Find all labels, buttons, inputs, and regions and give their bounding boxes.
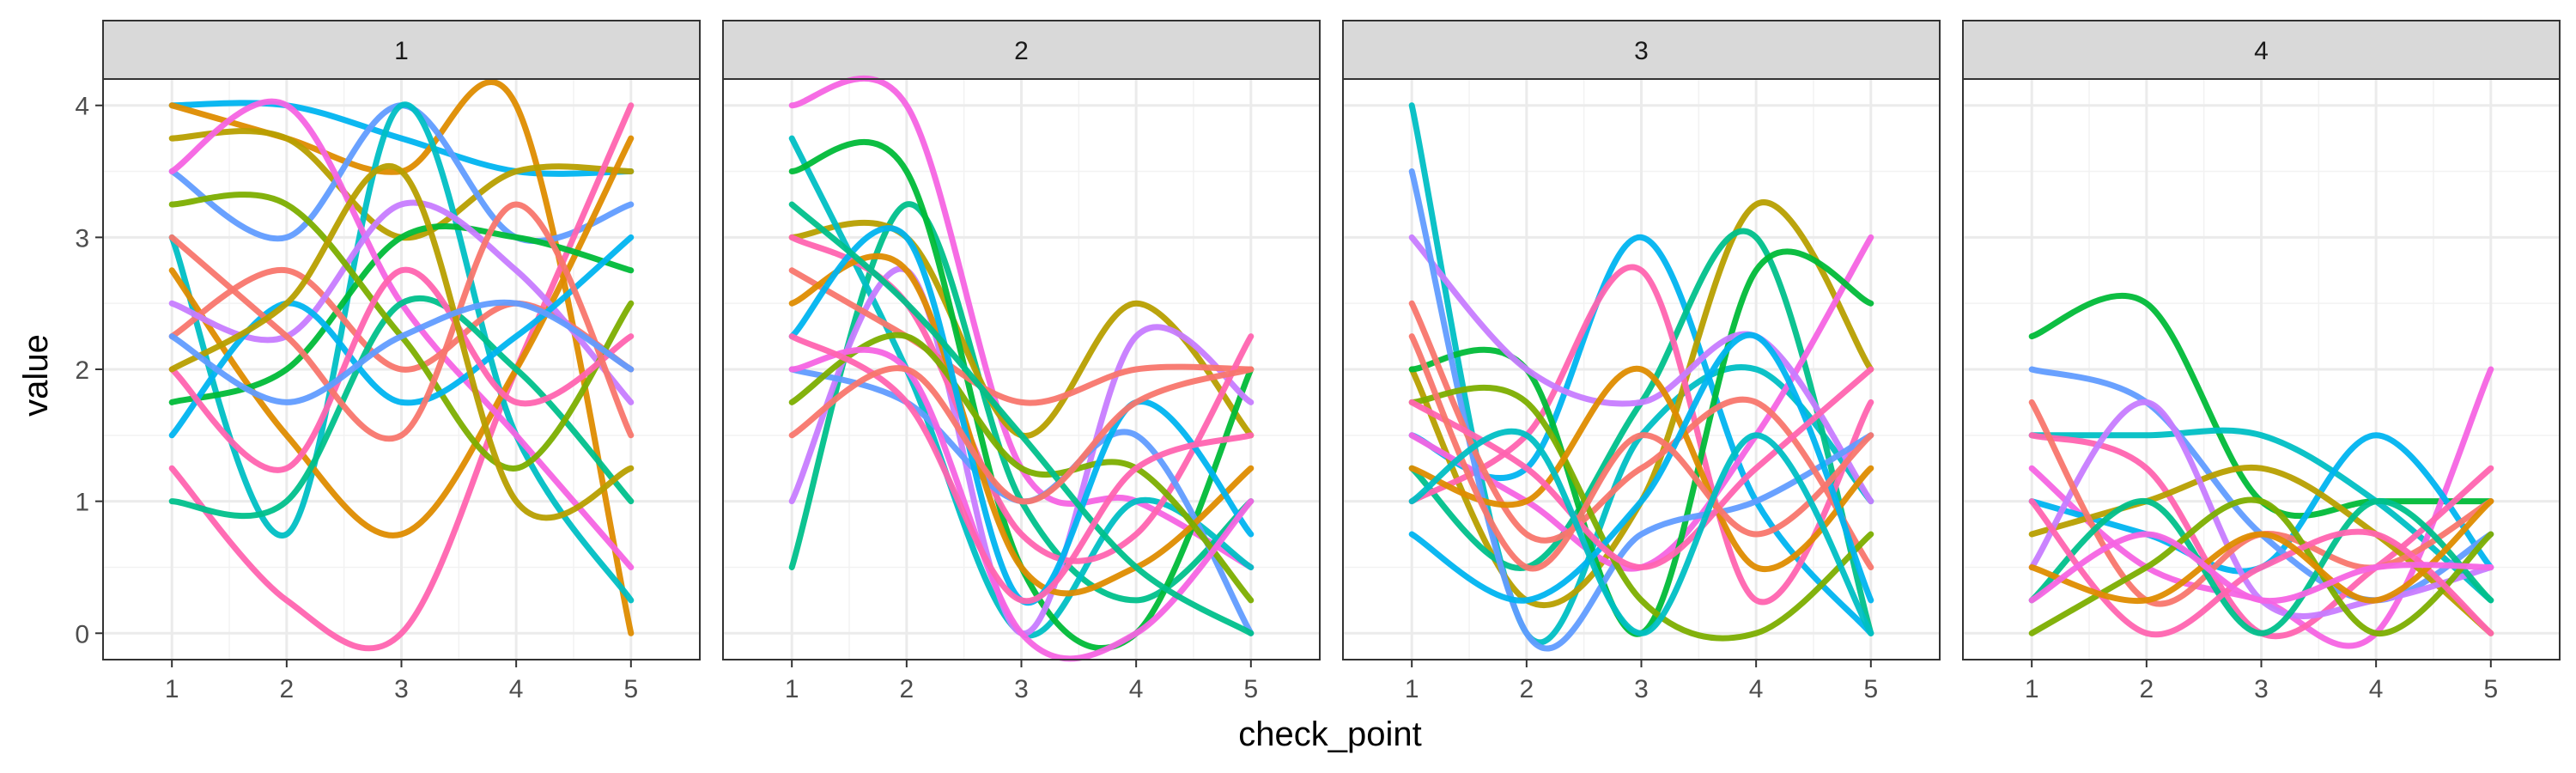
x-tick-label: 3 <box>2254 675 2269 703</box>
series-line <box>2028 498 2494 636</box>
x-tick-label: 3 <box>1014 675 1029 703</box>
x-tick-label: 2 <box>900 675 914 703</box>
series-line <box>1408 366 1874 570</box>
y-tick-label: 1 <box>75 489 89 517</box>
x-tick-label: 2 <box>2140 675 2154 703</box>
x-tick-label: 1 <box>2025 675 2039 703</box>
series-line <box>1408 168 1874 652</box>
series-line <box>168 100 635 177</box>
x-tick-label: 3 <box>394 675 409 703</box>
y-tick-label: 2 <box>75 356 89 385</box>
facet-panel-4: 4 1 2 3 4 5 <box>1962 20 2561 703</box>
x-tick-label: 5 <box>1243 675 1258 703</box>
x-axis-title: check_point <box>1238 715 1421 753</box>
facet-panel-3: 3 1 2 3 4 5 <box>1342 20 1941 703</box>
x-tick-label: 5 <box>1863 675 1878 703</box>
x-tick-label: 4 <box>509 675 524 703</box>
facet-panel-1: 1 1 2 3 4 5 0 1 2 3 4 <box>75 20 701 703</box>
series-line <box>168 192 635 472</box>
series-line <box>168 199 635 405</box>
facet-strip-label: 1 <box>394 37 409 65</box>
series-lines <box>168 79 635 652</box>
series-line <box>168 299 635 405</box>
series-line <box>1408 234 1874 636</box>
x-tick-label: 5 <box>2483 675 2498 703</box>
x-tick-label: 5 <box>623 675 638 703</box>
x-tick-label: 1 <box>1405 675 1419 703</box>
facet-strip-label: 3 <box>1634 37 1649 65</box>
facet-strip-label: 4 <box>2254 37 2269 65</box>
series-lines <box>1408 102 1874 652</box>
series-line <box>1408 333 1874 572</box>
x-tick-label: 1 <box>165 675 179 703</box>
series-line <box>788 365 1255 505</box>
x-tick-label: 2 <box>280 675 295 703</box>
series-line <box>1408 365 1874 573</box>
series-line <box>1408 384 1874 642</box>
y-tick-label: 3 <box>75 224 89 253</box>
series-line <box>788 333 1255 605</box>
series-line <box>2028 292 2494 520</box>
series-line <box>1408 300 1874 570</box>
facet-strip <box>102 20 701 80</box>
x-tick-label: 4 <box>1129 675 1144 703</box>
x-tick-label: 4 <box>2369 675 2384 703</box>
series-line <box>788 253 1255 597</box>
y-axis-title: value <box>17 334 55 417</box>
x-tick-label: 3 <box>1634 675 1649 703</box>
series-line <box>788 332 1255 604</box>
facet-strip-label: 2 <box>1014 37 1029 65</box>
series-line <box>2028 498 2494 605</box>
series-line <box>1408 332 1874 604</box>
facet-strip <box>1342 20 1941 80</box>
series-line <box>788 267 1255 406</box>
series-line <box>788 201 1255 636</box>
series-line <box>2028 531 2494 605</box>
series-lines <box>2028 292 2494 649</box>
facet-panel-2: 2 1 2 3 4 5 <box>722 20 1321 703</box>
series-line <box>1408 234 1874 505</box>
facet-panels: 1 1 2 3 4 5 0 1 2 3 4 2 1 2 3 4 5 3 1 2 3 4 5 4 1 2 3 4 5 <box>75 20 2561 703</box>
series-line <box>2028 496 2494 636</box>
series-line <box>788 346 1255 662</box>
x-tick-label: 1 <box>785 675 799 703</box>
series-line <box>1408 264 1874 606</box>
series-line <box>2028 432 2494 575</box>
y-tick-label: 4 <box>75 93 89 121</box>
series-line <box>168 162 635 521</box>
series-line <box>168 266 635 473</box>
facet-strip <box>1962 20 2561 80</box>
x-tick-label: 2 <box>1520 675 1534 703</box>
facet-strip <box>722 20 1321 80</box>
y-tick-label: 0 <box>75 620 89 648</box>
series-line <box>1408 428 1874 636</box>
series-lines <box>788 75 1255 662</box>
x-tick-label: 4 <box>1749 675 1764 703</box>
series-line <box>168 295 635 520</box>
